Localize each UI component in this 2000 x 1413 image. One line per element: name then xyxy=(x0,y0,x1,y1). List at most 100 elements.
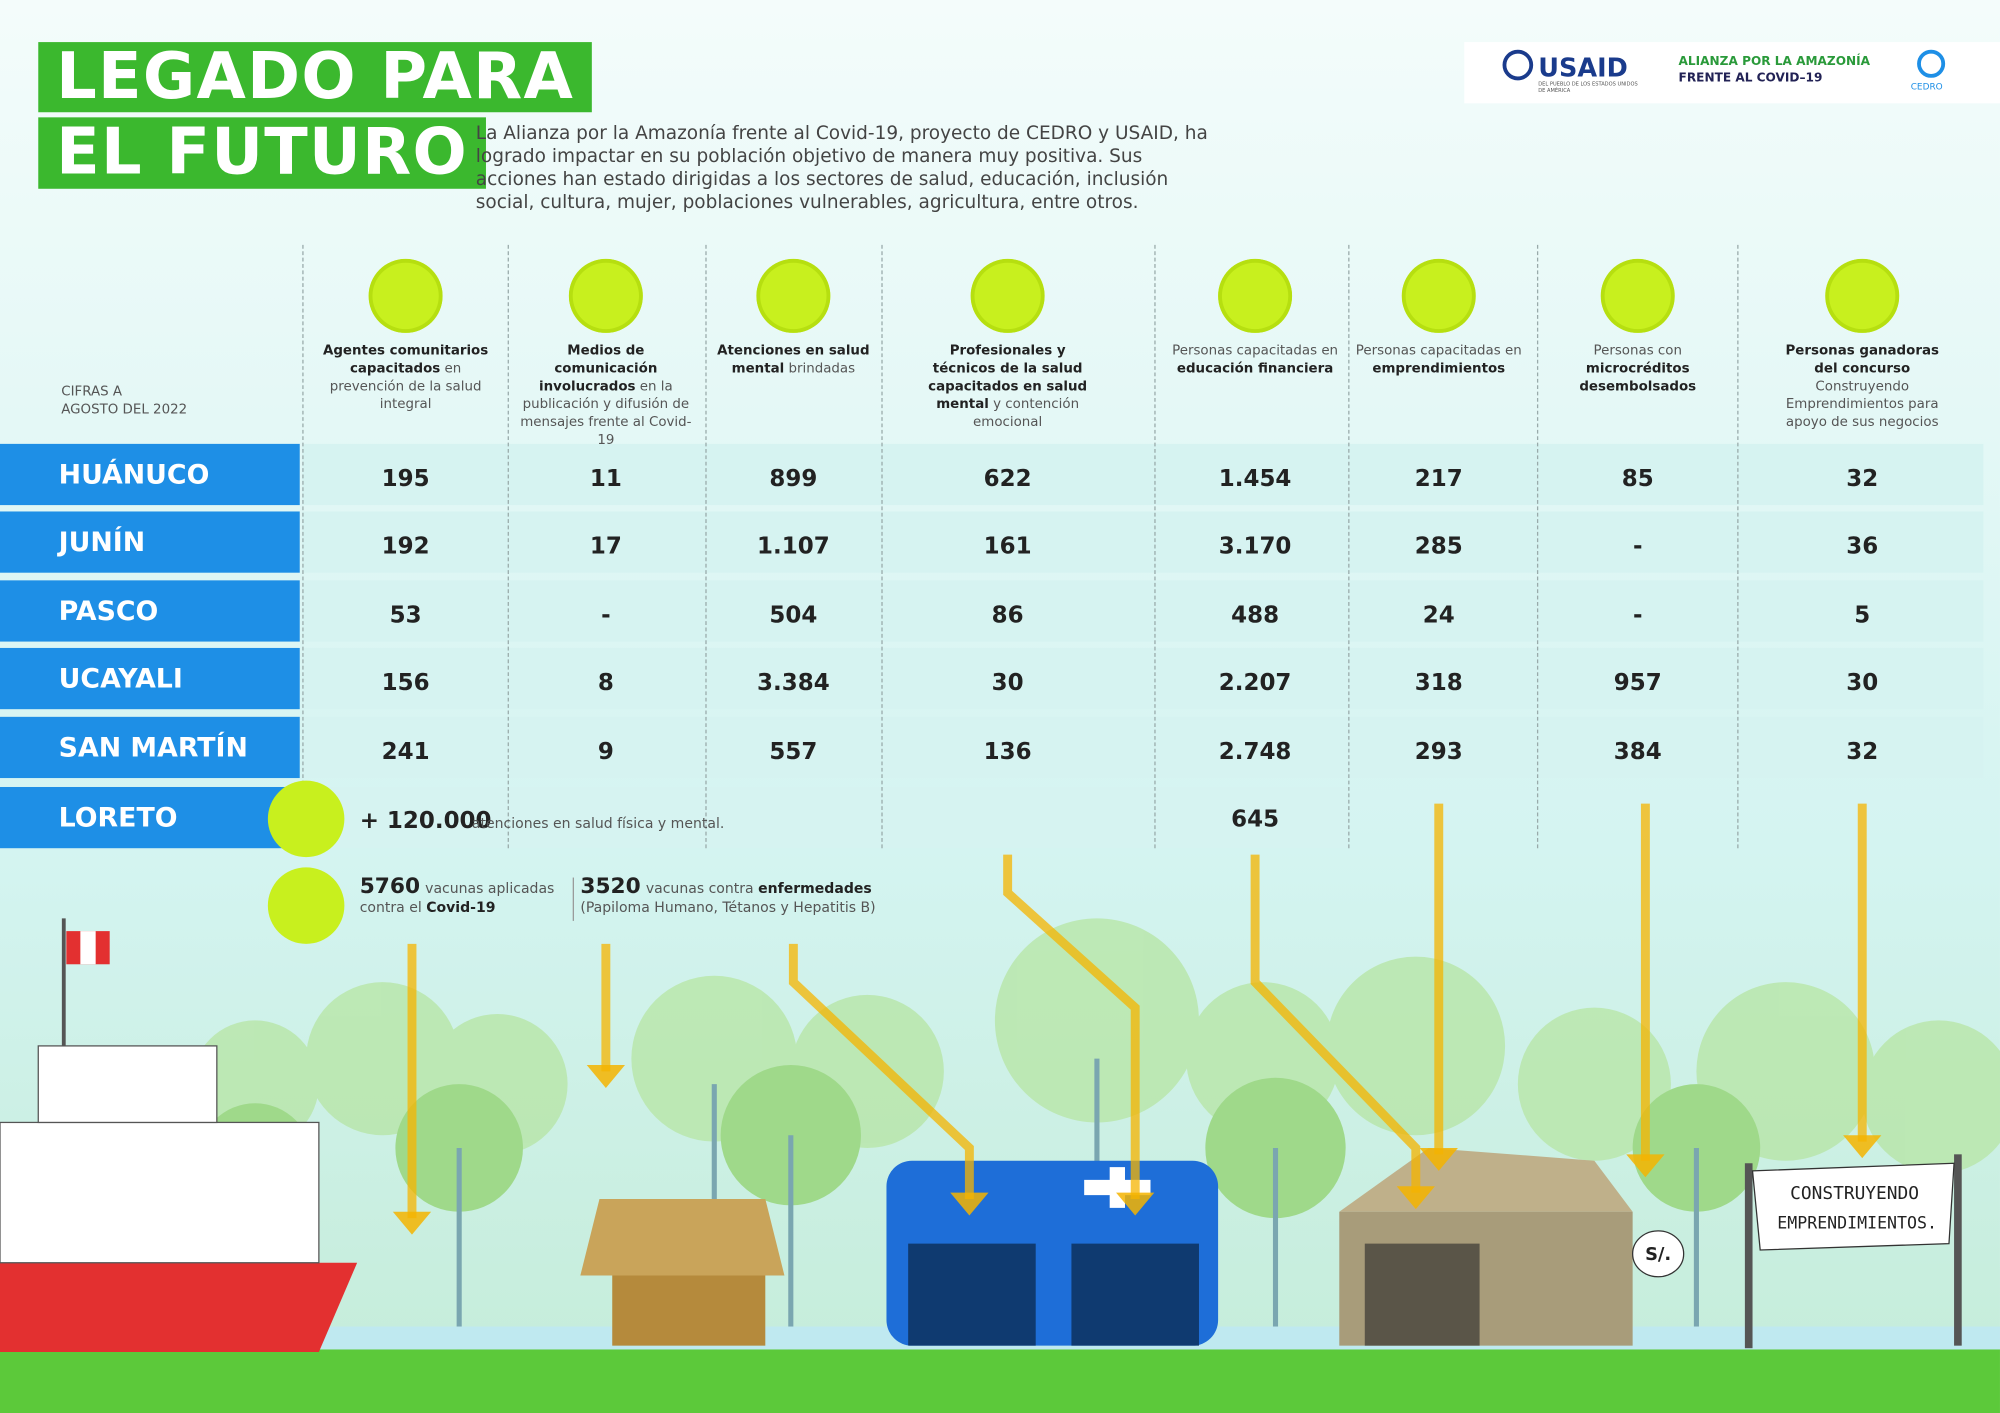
cell: 1.454 xyxy=(1218,465,1292,493)
header-text: emprendimientos xyxy=(1372,360,1506,377)
cell: 32 xyxy=(1846,465,1879,493)
cedro-mark xyxy=(1917,49,1946,78)
row-bg xyxy=(302,443,1984,506)
vaccine-line: contra el Covid-19 xyxy=(360,898,555,917)
cell: 899 xyxy=(769,465,818,493)
cell: 488 xyxy=(1231,602,1280,629)
alliance: FRENTE AL COVID–19 xyxy=(1678,71,1823,86)
cell: 1.107 xyxy=(757,533,830,560)
column-header: Medios de comunicación involucrados en l… xyxy=(517,342,696,449)
column-header: Atenciones en salud mental brindadas xyxy=(704,342,883,378)
cell: 24 xyxy=(1422,602,1455,629)
header-text: en la publicación y difusión de mensajes… xyxy=(520,378,692,448)
cell: 285 xyxy=(1414,533,1463,560)
cell: 11 xyxy=(589,465,622,493)
row-label: PASCO xyxy=(0,580,300,642)
column-header: Personas capacitadas en emprendimientos xyxy=(1349,342,1528,378)
cell: 195 xyxy=(381,465,430,493)
icon xyxy=(1600,258,1675,333)
cell: 53 xyxy=(389,602,422,629)
icon xyxy=(970,258,1045,333)
cell: 3.170 xyxy=(1218,533,1292,560)
vaccine-text: (Papiloma Humano, Tétanos y Hepatitis B) xyxy=(580,899,876,916)
vaccine: 5760 vacunas aplicadas contra el Covid-19 xyxy=(360,876,555,918)
icon xyxy=(267,867,345,944)
icon xyxy=(568,258,643,333)
date-line: AGOSTO DEL 2022 xyxy=(61,401,188,418)
cell: 136 xyxy=(983,738,1032,766)
cell: 9 xyxy=(597,738,614,766)
intro: La Alianza por la Amazonía frente al Cov… xyxy=(475,123,1208,214)
header-text: Profesionales y técnicos de la salud cap… xyxy=(928,343,1088,412)
vaccine-bold: Covid-19 xyxy=(426,899,496,916)
cell: 36 xyxy=(1846,533,1879,560)
cell: 504 xyxy=(769,602,818,629)
header-text: Agentes comunitarios capacitados xyxy=(322,343,489,377)
column-header: Agentes comunitarios capacitados en prev… xyxy=(316,342,495,413)
divider xyxy=(881,244,883,849)
cell: 161 xyxy=(983,533,1032,560)
divider xyxy=(1737,244,1739,849)
row-label: SAN MARTÍN xyxy=(0,716,300,779)
vaccine-line: (Papiloma Humano, Tétanos y Hepatitis B) xyxy=(580,898,875,917)
icon xyxy=(368,258,443,333)
cell: 645 xyxy=(1231,806,1280,833)
date: CIFRAS A AGOSTO DEL 2022 xyxy=(61,383,187,419)
cell: 86 xyxy=(991,602,1024,629)
row-bg xyxy=(302,511,1984,573)
cedro: CEDRO xyxy=(1910,81,1943,92)
cell: 85 xyxy=(1621,465,1654,493)
date-line: CIFRAS A xyxy=(61,383,123,400)
cell: 318 xyxy=(1414,669,1463,697)
cell: 3.384 xyxy=(757,669,830,697)
vaccine-line: 3520 vacunas contra enfermedades xyxy=(580,876,875,898)
divider xyxy=(572,877,574,921)
cell: 156 xyxy=(381,669,430,697)
title-line: EL FUTURO xyxy=(38,117,486,189)
header-text: Personas ganadoras del concurso xyxy=(1785,343,1939,377)
vaccine-bold: enfermedades xyxy=(758,880,872,897)
header-text: Personas capacitadas en xyxy=(1355,343,1522,359)
divider xyxy=(705,244,707,849)
cell: 30 xyxy=(1846,669,1879,697)
row-bg xyxy=(302,786,1349,849)
header-text: microcréditos desembolsados xyxy=(1579,360,1697,395)
header-text: educación financiera xyxy=(1176,360,1334,377)
column-header: Profesionales y técnicos de la salud cap… xyxy=(918,342,1097,431)
row-bg xyxy=(302,647,1984,710)
column-header: Personas capacitadas en educación financ… xyxy=(1166,342,1345,378)
divider xyxy=(1536,244,1539,849)
vaccine-number: 5760 xyxy=(359,873,421,900)
cell: - xyxy=(601,602,611,629)
row-bg xyxy=(302,716,1984,779)
cell: 5 xyxy=(1854,602,1871,629)
sign-text: EMPRENDIMIENTOS. xyxy=(1777,1213,1937,1232)
cell: 8 xyxy=(597,669,614,697)
cell: 957 xyxy=(1613,669,1662,697)
usaid-seal xyxy=(1502,49,1534,81)
icon xyxy=(1218,258,1293,333)
cell: 217 xyxy=(1414,465,1463,493)
cell: 30 xyxy=(991,669,1024,697)
cell: 17 xyxy=(589,533,622,560)
divider xyxy=(507,244,509,849)
loreto-text: atenciones en salud física y mental. xyxy=(471,815,725,832)
row-label: LORETO xyxy=(0,786,300,849)
row-label: HUÁNUCO xyxy=(0,443,300,506)
cell: 622 xyxy=(983,465,1032,493)
cell: 557 xyxy=(769,738,818,766)
header-text: Medios de comunicación involucrados xyxy=(538,343,658,395)
cell: 241 xyxy=(381,738,430,766)
cell: 2.207 xyxy=(1218,669,1292,697)
vaccine-number: 3520 xyxy=(580,873,641,900)
header-text: en prevención de la salud integral xyxy=(329,360,482,412)
header-text: Personas con xyxy=(1593,343,1682,359)
cell: 32 xyxy=(1846,738,1879,766)
cell: + 120.000 xyxy=(359,807,492,835)
cell: 293 xyxy=(1414,738,1463,766)
vaccine-line: 5760 vacunas aplicadas xyxy=(360,876,555,898)
icon xyxy=(756,258,831,333)
divider xyxy=(1348,244,1350,849)
